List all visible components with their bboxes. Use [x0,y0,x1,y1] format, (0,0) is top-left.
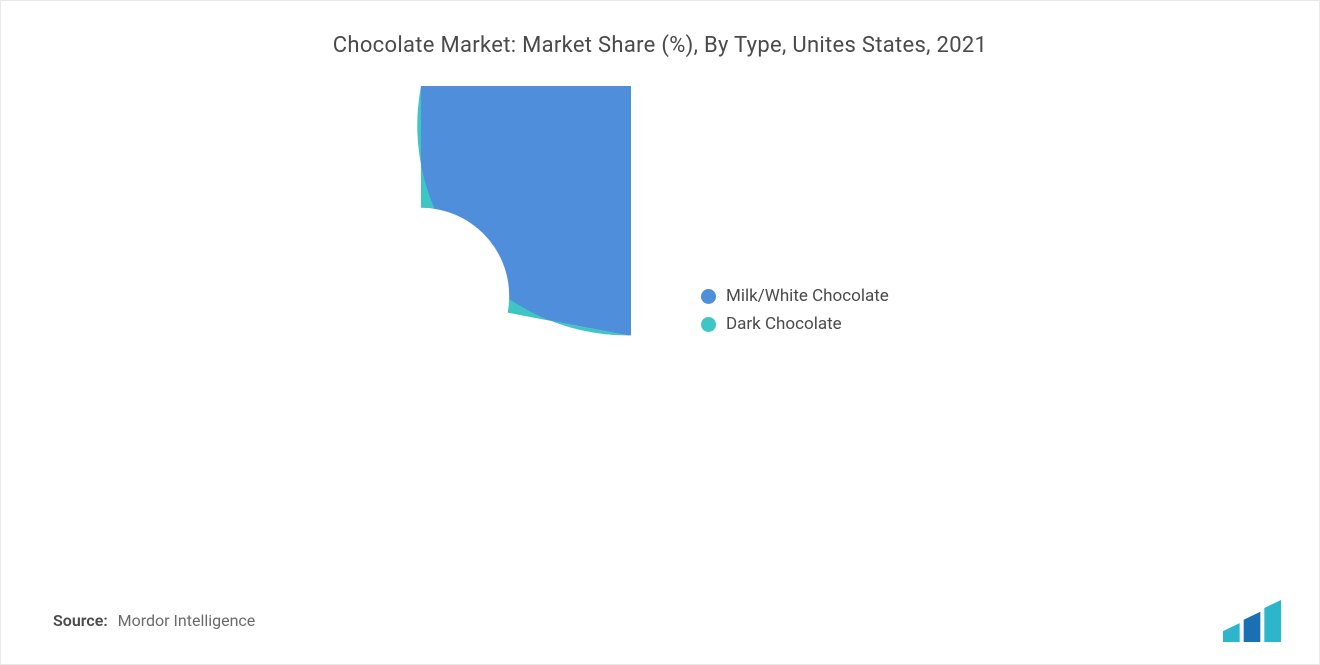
logo-bar [1244,612,1261,642]
logo-bar [1264,600,1281,642]
legend: Milk/White Chocolate Dark Chocolate [701,286,889,342]
donut-hole [333,208,509,384]
logo-bar [1223,623,1240,642]
legend-label: Milk/White Chocolate [726,286,889,306]
legend-swatch [701,317,716,332]
donut-svg [211,86,631,506]
source-line: Source: Mordor Intelligence [53,611,255,630]
legend-item: Dark Chocolate [701,314,889,334]
legend-swatch [701,289,716,304]
source-label: Source: [53,611,108,630]
legend-item: Milk/White Chocolate [701,286,889,306]
brand-logo [1223,600,1281,642]
source-value: Mordor Intelligence [118,611,256,630]
donut-chart [211,86,631,506]
brand-logo-svg [1223,600,1281,642]
legend-label: Dark Chocolate [726,314,842,334]
chart-title: Chocolate Market: Market Share (%), By T… [1,33,1319,58]
